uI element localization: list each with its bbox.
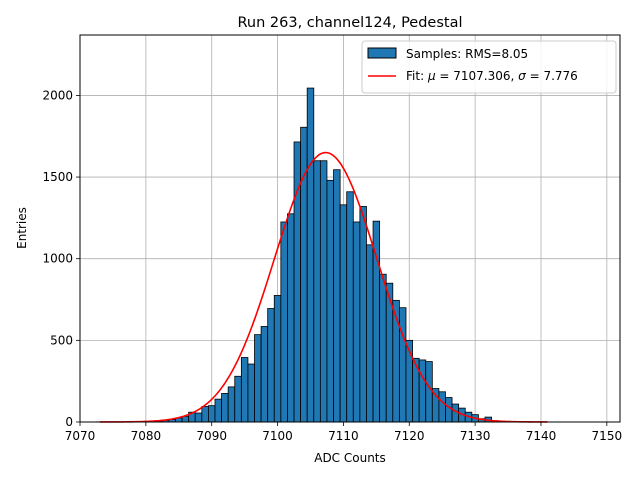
histogram-bar bbox=[425, 361, 433, 423]
histogram-bar bbox=[359, 206, 367, 423]
histogram-bar bbox=[280, 221, 288, 423]
x-tick-label: 7130 bbox=[460, 429, 491, 443]
x-tick-label: 7140 bbox=[526, 429, 557, 443]
y-tick-label: 2000 bbox=[42, 88, 73, 102]
legend-fit-label: Fit: μ = 7107.306, σ = 7.776 bbox=[406, 69, 578, 83]
y-axis-ticks: 0 500 1000 1500 2000 bbox=[42, 88, 80, 429]
plot-frame bbox=[79, 34, 621, 423]
histogram-bar bbox=[267, 308, 275, 423]
histogram-bar bbox=[273, 295, 282, 423]
x-axis-ticks: 7070 7080 7090 7100 7110 7120 7130 7140 7150 bbox=[65, 422, 622, 443]
histogram-bar bbox=[352, 221, 361, 423]
histogram-bar bbox=[214, 398, 222, 423]
histogram-bar bbox=[234, 375, 242, 423]
y-axis-label: Entries bbox=[15, 207, 29, 249]
x-tick-label: 7070 bbox=[65, 429, 96, 443]
x-tick-label: 7150 bbox=[592, 429, 623, 443]
histogram-bar bbox=[333, 169, 341, 423]
x-tick-label: 7090 bbox=[196, 429, 227, 443]
legend-samples-swatch bbox=[367, 47, 397, 59]
histogram-bar bbox=[326, 179, 334, 423]
legend: Samples: RMS=8.05 Fit: μ = 7107.306, σ =… bbox=[361, 40, 617, 94]
histogram-bar bbox=[339, 204, 348, 423]
histogram-bar bbox=[254, 334, 262, 423]
y-tick-label: 0 bbox=[65, 415, 73, 429]
histogram-bar bbox=[319, 160, 328, 423]
histogram-bar bbox=[398, 307, 407, 423]
histogram-bar bbox=[260, 326, 269, 423]
histogram-bar bbox=[346, 191, 354, 423]
histogram-bar bbox=[445, 397, 453, 423]
histogram-bar bbox=[240, 357, 249, 423]
histogram-bar bbox=[418, 359, 427, 423]
legend-samples-label: Samples: RMS=8.05 bbox=[406, 47, 528, 61]
y-tick-label: 500 bbox=[50, 333, 73, 347]
histogram-bar bbox=[287, 213, 295, 423]
x-tick-label: 7120 bbox=[394, 429, 425, 443]
y-tick-label: 1000 bbox=[42, 252, 73, 266]
legend-box bbox=[361, 40, 617, 94]
histogram-bar bbox=[221, 393, 229, 423]
histogram-bar bbox=[194, 412, 203, 423]
x-tick-label: 7100 bbox=[262, 429, 293, 443]
x-tick-label: 7110 bbox=[328, 429, 359, 443]
histogram-bar bbox=[379, 273, 387, 423]
x-tick-label: 7080 bbox=[131, 429, 162, 443]
histogram-bar bbox=[306, 87, 315, 423]
x-axis-label: ADC Counts bbox=[314, 451, 386, 465]
histogram-bar bbox=[208, 405, 216, 423]
histogram-bar bbox=[438, 391, 446, 423]
histogram-bar bbox=[313, 160, 321, 423]
histogram-bars bbox=[96, 87, 545, 423]
chart-title: Run 263, channel124, Pedestal bbox=[237, 15, 462, 31]
histogram-bar bbox=[366, 244, 374, 423]
gaussian-fit-line bbox=[99, 151, 548, 423]
y-tick-label: 1500 bbox=[42, 170, 73, 184]
histogram-bar bbox=[201, 406, 209, 423]
histogram-bar bbox=[227, 386, 236, 423]
histogram-bar bbox=[247, 363, 255, 423]
